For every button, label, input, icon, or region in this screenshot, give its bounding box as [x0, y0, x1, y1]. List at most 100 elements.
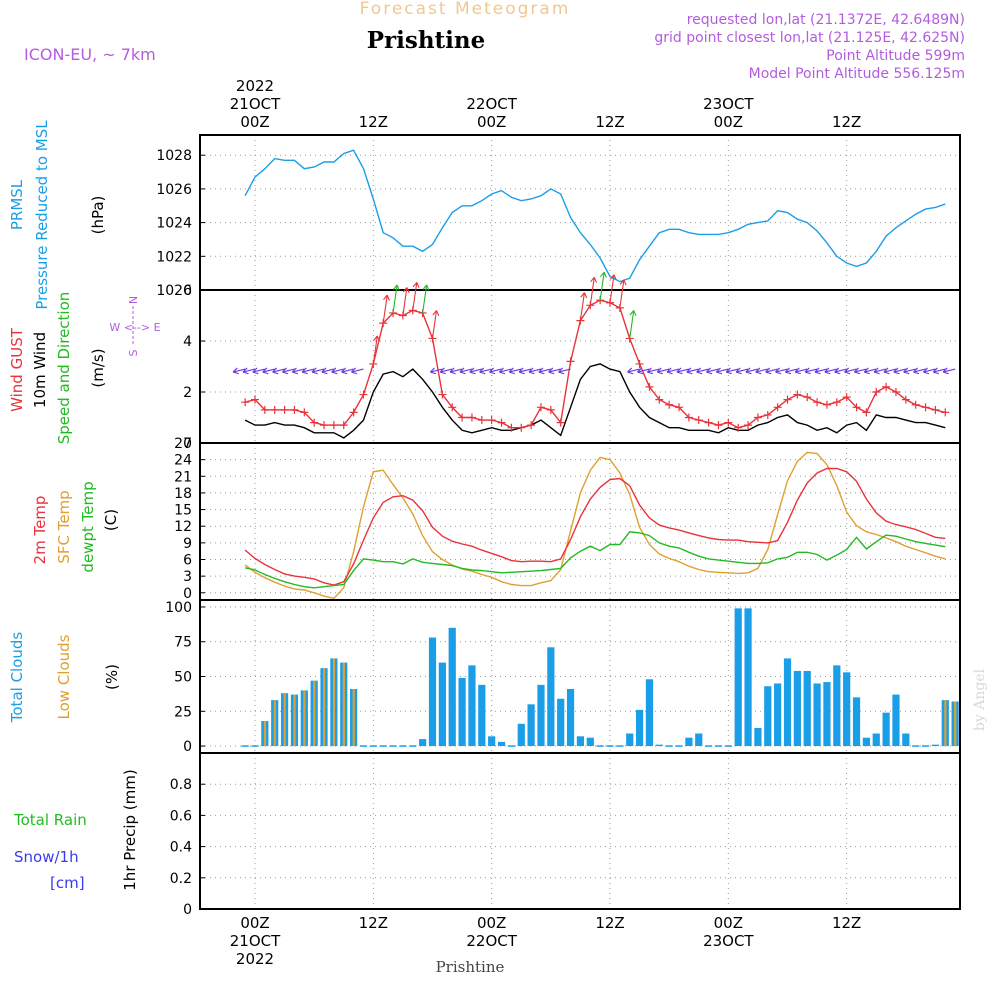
- wind-dir-label: Speed and Direction: [55, 292, 73, 445]
- cloud-unit: (%): [103, 664, 121, 690]
- total-rain-label: Total Rain: [13, 811, 87, 829]
- total-cloud-bar: [931, 744, 940, 747]
- y-tick-label: 0: [183, 739, 192, 755]
- wind-arrow: [646, 367, 660, 375]
- time-label: 22OCT: [466, 932, 517, 950]
- wind-arrow: [784, 367, 798, 375]
- total-cloud-bar: [902, 733, 910, 747]
- wind-arrow: [873, 367, 887, 375]
- panel-4: 0 0.2 0.4 0.6 0.8: [170, 752, 961, 918]
- wind-arrow: [745, 367, 759, 375]
- gust-marker: [280, 405, 289, 414]
- total-cloud-bar: [428, 637, 437, 747]
- total-cloud-bar: [635, 709, 644, 747]
- total-cloud-bar: [527, 704, 535, 747]
- wind-arrow: [489, 367, 502, 375]
- pressure-title: PRMSL: [8, 179, 26, 230]
- total-cloud-bar: [478, 684, 486, 747]
- time-label: 2022: [236, 77, 274, 95]
- wind-arrow: [422, 284, 430, 314]
- model-altitude: Model Point Altitude 556.125m: [749, 66, 965, 82]
- y-tick-label: 6: [183, 553, 192, 569]
- total-cloud-bar: [872, 733, 880, 747]
- gust-marker: [458, 413, 467, 422]
- gust-line: [244, 299, 946, 429]
- y-tick-label: 24: [174, 453, 192, 469]
- gust-marker: [467, 413, 476, 422]
- wind-arrow: [301, 367, 315, 375]
- y-tick-label: 12: [174, 519, 192, 535]
- gust-marker: [822, 400, 831, 409]
- gust-marker: [724, 418, 733, 427]
- y-tick-label: 100: [165, 600, 192, 616]
- gust-marker: [694, 416, 703, 425]
- point-altitude: Point Altitude 599m: [826, 48, 965, 64]
- total-cloud-bar: [823, 682, 831, 747]
- total-cloud-bar: [764, 686, 772, 747]
- low-clouds-label: Low Clouds: [55, 634, 73, 719]
- wind10-label: 10m Wind: [31, 332, 49, 408]
- gust-marker: [921, 403, 930, 412]
- low-cloud-bar: [283, 693, 286, 747]
- wind-arrow: [637, 367, 650, 375]
- y-tick-label: 9: [183, 536, 192, 552]
- total-cloud-bar: [685, 737, 693, 747]
- time-label: 12Z: [595, 914, 624, 932]
- wind-arrow: [538, 367, 551, 375]
- wind-arrow: [686, 367, 699, 375]
- time-label: 12Z: [359, 113, 388, 131]
- wind-unit: (m/s): [89, 348, 107, 387]
- wind-arrow: [508, 367, 522, 375]
- time-label: 2022: [236, 950, 274, 968]
- wind-arrow: [804, 367, 818, 375]
- gust-marker: [783, 395, 792, 404]
- sfc-label: SFC Temp: [55, 490, 73, 563]
- low-cloud-bar: [263, 721, 267, 747]
- wind-arrow: [341, 367, 354, 375]
- wind-arrow: [499, 367, 512, 375]
- wind-arrow: [627, 367, 640, 375]
- gust-marker: [241, 398, 250, 407]
- watermark: by Angel: [972, 668, 988, 731]
- wind-arrow: [272, 367, 285, 375]
- wind-arrow: [942, 367, 956, 375]
- gust-marker: [546, 405, 555, 414]
- model-label: ICON-EU, ~ 7km: [24, 45, 156, 64]
- wind-arrow: [735, 367, 749, 375]
- wind10-line: [244, 363, 946, 439]
- wind-arrow: [242, 367, 256, 375]
- y-tick-label: 18: [174, 486, 192, 502]
- total-cloud-bar: [744, 608, 752, 747]
- wind-arrow: [923, 367, 936, 375]
- panel-frame: [199, 134, 961, 291]
- wind-arrow: [676, 367, 690, 375]
- gust-marker: [349, 408, 358, 417]
- time-label: 00Z: [714, 113, 743, 131]
- gust-marker: [763, 410, 772, 419]
- gust-marker: [507, 423, 516, 432]
- time-label: 23OCT: [703, 95, 754, 113]
- y-tick-label: 1028: [156, 148, 192, 164]
- total-cloud-bar: [566, 689, 575, 747]
- wind-arrow: [392, 284, 400, 314]
- low-cloud-bar: [944, 700, 947, 747]
- time-label: 12Z: [832, 113, 861, 131]
- wind-arrow: [459, 367, 473, 375]
- wind-arrow: [656, 367, 670, 375]
- compass-north: N: [127, 296, 140, 304]
- gust-marker: [862, 408, 871, 417]
- y-tick-label: 6: [183, 283, 192, 299]
- total-cloud-bar: [774, 683, 782, 747]
- gust-marker: [645, 382, 654, 391]
- total-cloud-bar: [488, 736, 496, 747]
- wind-arrow: [599, 271, 607, 301]
- dew-label: dewpt Temp: [79, 481, 97, 572]
- wind-arrow: [755, 367, 768, 375]
- y-tick-label: 1020: [156, 283, 192, 299]
- time-label: 12Z: [359, 914, 388, 932]
- snow-label: Snow/1h: [14, 848, 79, 866]
- gust-marker: [941, 408, 950, 417]
